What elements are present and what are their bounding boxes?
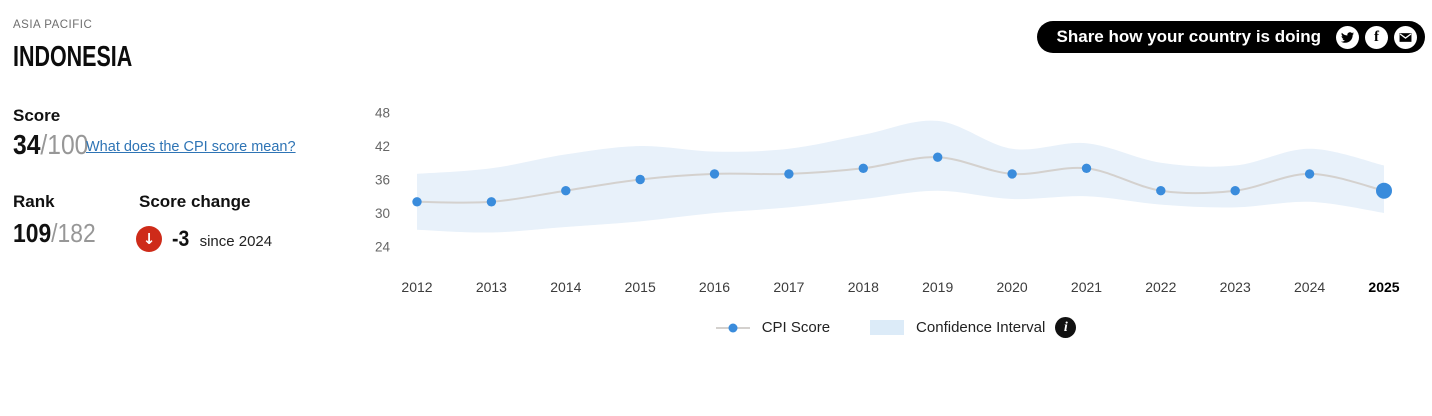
cpi-score-meaning-link[interactable]: What does the CPI score mean? [86,139,296,155]
x-axis-year-label: 2017 [773,279,804,295]
email-icon[interactable] [1394,25,1417,49]
score-change-value: -3 [172,226,190,251]
x-axis-year-label: 2016 [699,279,730,295]
share-button[interactable]: Share how your country is doing f [1036,21,1425,53]
cpi-score-point[interactable] [1081,163,1092,173]
x-axis-year-label: 2023 [1220,279,1251,295]
x-axis-year-label: 2021 [1071,279,1102,295]
cpi-score-dot-icon [728,323,738,332]
cpi-score-point[interactable] [1156,186,1166,196]
twitter-icon[interactable] [1336,25,1359,49]
x-axis-year-label: 2022 [1145,279,1176,295]
facebook-glyph: f [1374,28,1379,45]
x-axis-year-label: 2025 [1368,279,1399,295]
region-label: ASIA PACIFIC [13,19,93,31]
y-tick-label: 42 [375,139,390,154]
cpi-score-legend-marker [715,323,750,332]
cpi-score-point[interactable] [933,152,943,162]
score-number: 34 [13,129,41,160]
score-value: 34/100 [13,131,88,159]
cpi-score-legend-label: CPI Score [761,319,831,336]
y-tick-label: 30 [375,206,390,221]
score-change-heading: Score change [139,192,251,211]
info-icon[interactable]: i [1055,317,1077,338]
rank-value: 109/182 [13,220,96,246]
cpi-score-point[interactable] [486,197,497,207]
x-axis-year-label: 2012 [401,279,432,295]
cpi-score-point[interactable] [1007,169,1017,179]
x-axis-year-label: 2020 [997,279,1028,295]
cpi-score-point[interactable] [1230,186,1240,196]
x-axis-year-label: 2014 [550,279,581,295]
cpi-trend-chart[interactable]: 48 42 36 30 24 2012 2013 2014 2015 2016 2017 2018 20… [360,95,1432,307]
cpi-score-point[interactable] [858,163,868,173]
cpi-score-point[interactable] [709,169,720,179]
facebook-icon[interactable]: f [1365,25,1388,49]
confidence-interval-legend-marker [870,320,905,335]
share-button-label: Share how your country is doing [1056,27,1321,46]
cpi-score-line [416,156,1385,204]
cpi-score-point-current[interactable] [1376,182,1392,199]
rank-number: 109 [13,218,52,248]
score-change-caption: since 2024 [199,232,273,250]
country-title: INDONESIA [13,41,133,73]
score-heading: Score [13,106,61,125]
cpi-score-point[interactable] [412,197,422,207]
cpi-score-point[interactable] [784,169,794,179]
cpi-score-point[interactable] [561,186,571,196]
x-axis-year-label: 2015 [625,279,656,295]
score-decrease-arrow-icon: ↓ [136,226,162,252]
cpi-score-point[interactable] [635,174,645,185]
cpi-score-point[interactable] [1304,169,1315,179]
score-denominator: /100 [40,129,89,160]
y-tick-label: 48 [375,106,390,121]
y-tick-label: 24 [375,240,391,255]
x-axis-year-label: 2024 [1294,279,1325,295]
confidence-interval-band [417,120,1384,233]
rank-heading: Rank [13,192,55,211]
chart-legend: CPI Score Confidence Interval i [360,317,1432,338]
x-axis-year-label: 2013 [476,279,507,295]
x-axis-year-label: 2018 [848,279,879,295]
y-tick-label: 36 [375,173,390,188]
x-axis-year-label: 2019 [922,279,953,295]
score-change-row: ↓ -3 since 2024 [136,226,272,252]
rank-denominator: /182 [51,218,96,248]
confidence-interval-legend-label: Confidence Interval [916,319,1046,336]
